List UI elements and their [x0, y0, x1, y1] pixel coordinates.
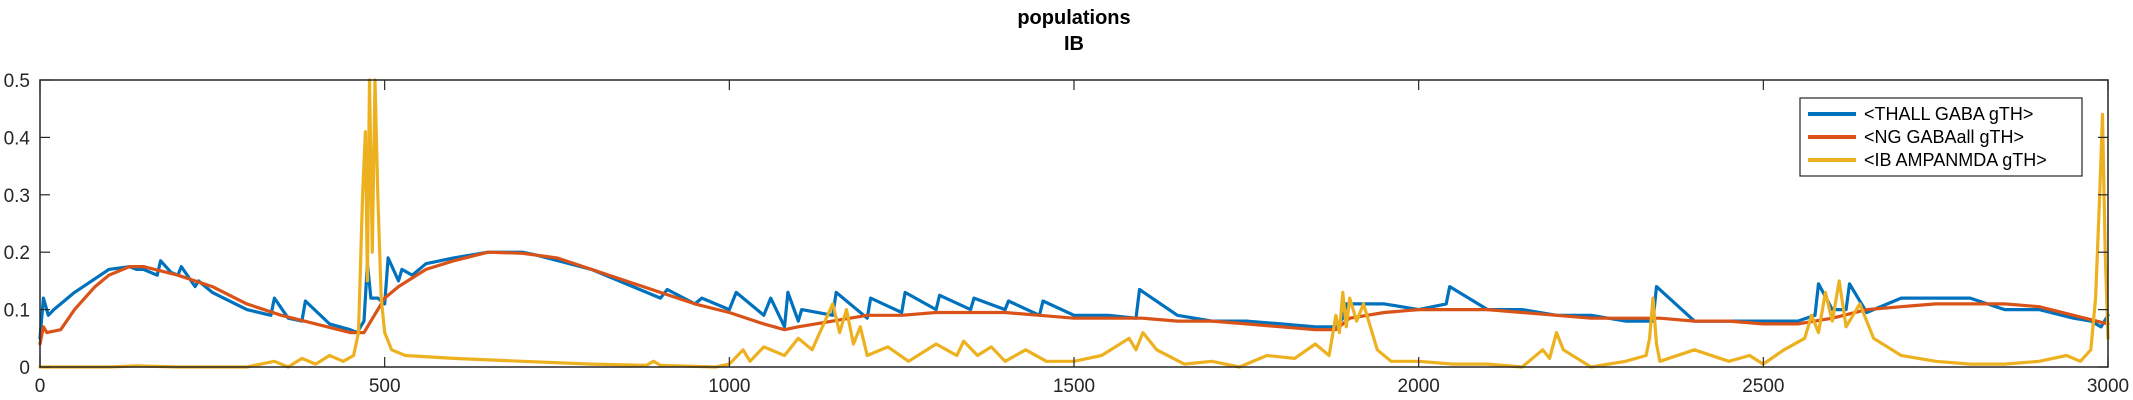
y-tick-label-0: 0 — [19, 358, 30, 379]
x-tick-label-5: 2500 — [1742, 376, 1784, 397]
y-tick-label-5: 0.5 — [4, 71, 30, 92]
y-tick-label-1: 0.1 — [4, 301, 30, 322]
x-tick-label-3: 1500 — [1053, 376, 1095, 397]
x-tick-label-6: 3000 — [2087, 376, 2129, 397]
x-tick-label-2: 1000 — [708, 376, 750, 397]
series-line-1 — [38, 250, 2110, 346]
legend-label-2: <IB AMPANMDA gTH> — [1864, 150, 2047, 170]
series-layer — [38, 78, 2110, 369]
title-line-0: populations — [1017, 7, 1130, 29]
legend: <THALL GABA gTH> <NG GABAall gTH> <IB AMPA… — [1799, 97, 2083, 177]
x-tick-label-0: 0 — [35, 376, 46, 397]
axes: 0 500 1000 1500 2000 2500 3000 0 0.1 0.2 0.3 0.4 0.5 — [4, 71, 2130, 397]
y-tick-label-4: 0.4 — [4, 128, 31, 149]
legend-label-0: <THALL GABA gTH> — [1864, 104, 2033, 124]
x-tick-label-4: 2000 — [1398, 376, 1440, 397]
legend-label-1: <NG GABAall gTH> — [1864, 127, 2024, 147]
chart-title: populations IB — [1017, 7, 1130, 55]
y-tick-label-3: 0.3 — [4, 186, 30, 207]
series-line-2 — [38, 78, 2110, 369]
title-line-1: IB — [1064, 33, 1084, 55]
y-tick-label-2: 0.2 — [4, 243, 30, 264]
x-tick-label-1: 500 — [369, 376, 401, 397]
